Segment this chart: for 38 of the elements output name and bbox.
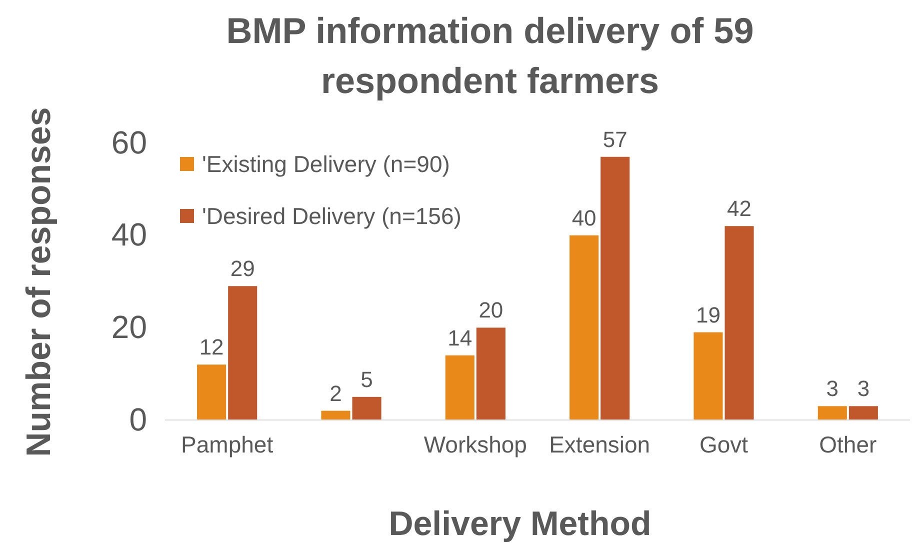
bar <box>228 286 258 420</box>
bar <box>476 328 506 420</box>
x-axis-title: Delivery Method <box>388 505 652 543</box>
data-label: 2 <box>330 380 342 406</box>
y-tick-label: 0 <box>129 401 147 438</box>
bar <box>848 406 878 420</box>
y-tick-label: 60 <box>111 124 147 160</box>
x-tick-label: Extension <box>549 431 650 458</box>
y-tick-label: 20 <box>111 308 147 345</box>
data-label: 3 <box>826 376 839 402</box>
legend-label: 'Desired Delivery (n=156) <box>202 203 462 229</box>
bar <box>694 332 723 420</box>
chart-title: BMP information delivery of 59 respondent farmers <box>226 10 754 101</box>
data-label: 42 <box>727 196 752 222</box>
bar <box>724 226 754 420</box>
x-tick-label: Pamphet <box>181 431 274 458</box>
bar <box>197 364 226 420</box>
data-label: 5 <box>360 366 373 392</box>
x-tick-label: Workshop <box>424 431 527 458</box>
x-tick-label: Govt <box>699 431 749 458</box>
data-label: 29 <box>230 256 255 282</box>
data-label: 40 <box>572 205 596 230</box>
data-label: 57 <box>602 126 628 152</box>
bar <box>818 406 847 420</box>
bar <box>600 156 630 420</box>
bar <box>352 396 382 420</box>
bar <box>445 355 474 420</box>
data-label: 20 <box>478 298 504 323</box>
x-tick-label: Other <box>819 431 878 458</box>
y-axis-title: Number of responses <box>20 107 58 457</box>
data-label: 14 <box>448 325 472 350</box>
y-tick-label: 40 <box>111 216 147 253</box>
legend-label: 'Existing Delivery (n=90) <box>202 151 450 177</box>
bar <box>570 235 599 420</box>
data-label: 19 <box>696 302 720 328</box>
data-label: 12 <box>199 334 224 360</box>
bar <box>321 410 350 420</box>
data-label: 3 <box>857 376 870 402</box>
